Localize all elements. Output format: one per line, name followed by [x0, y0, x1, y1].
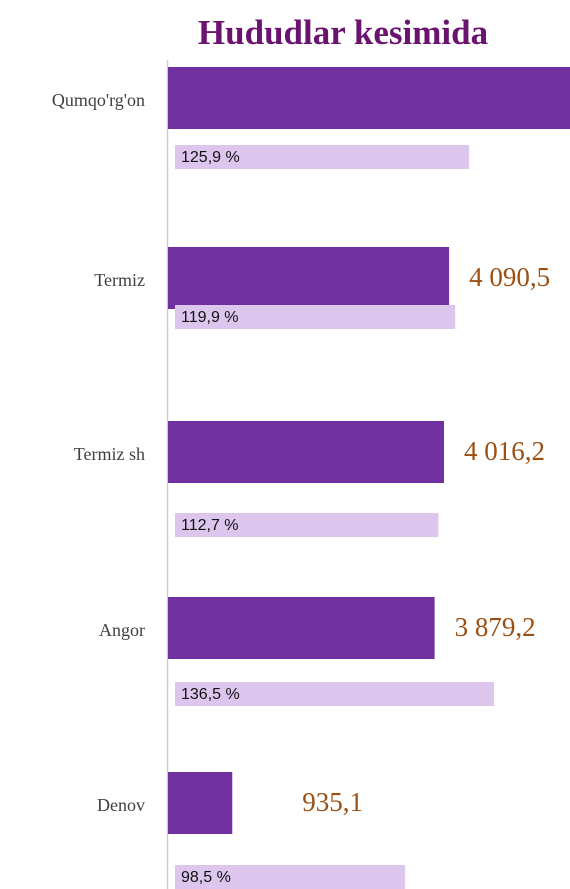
percent-bar — [175, 682, 494, 706]
category-label: Angor — [99, 620, 145, 640]
value-label: 935,1 — [302, 787, 363, 817]
category-label: Termiz — [94, 270, 145, 290]
percent-label: 119,9 % — [181, 309, 239, 326]
value-label: 4 016,2 — [464, 436, 545, 466]
bar — [168, 421, 444, 483]
value-label: 3 879,2 — [455, 612, 536, 642]
category-label: Termiz sh — [74, 444, 145, 464]
category-label: Denov — [97, 795, 145, 815]
percent-bar — [175, 305, 456, 329]
category-label: Qumqo'rg'on — [52, 90, 145, 110]
value-label: 4 090,5 — [469, 262, 550, 292]
bar — [168, 597, 435, 659]
percent-bar — [175, 145, 470, 169]
percent-label: 112,7 % — [181, 517, 239, 534]
bar — [168, 67, 570, 129]
percent-label: 136,5 % — [181, 686, 240, 703]
percent-bar — [175, 513, 439, 537]
percent-label: 125,9 % — [181, 149, 240, 166]
chart-title: Hududlar kesimida — [198, 13, 488, 52]
percent-label: 98,5 % — [181, 869, 231, 886]
bar — [168, 772, 233, 834]
bar — [168, 247, 450, 309]
percent-bar — [175, 865, 406, 889]
